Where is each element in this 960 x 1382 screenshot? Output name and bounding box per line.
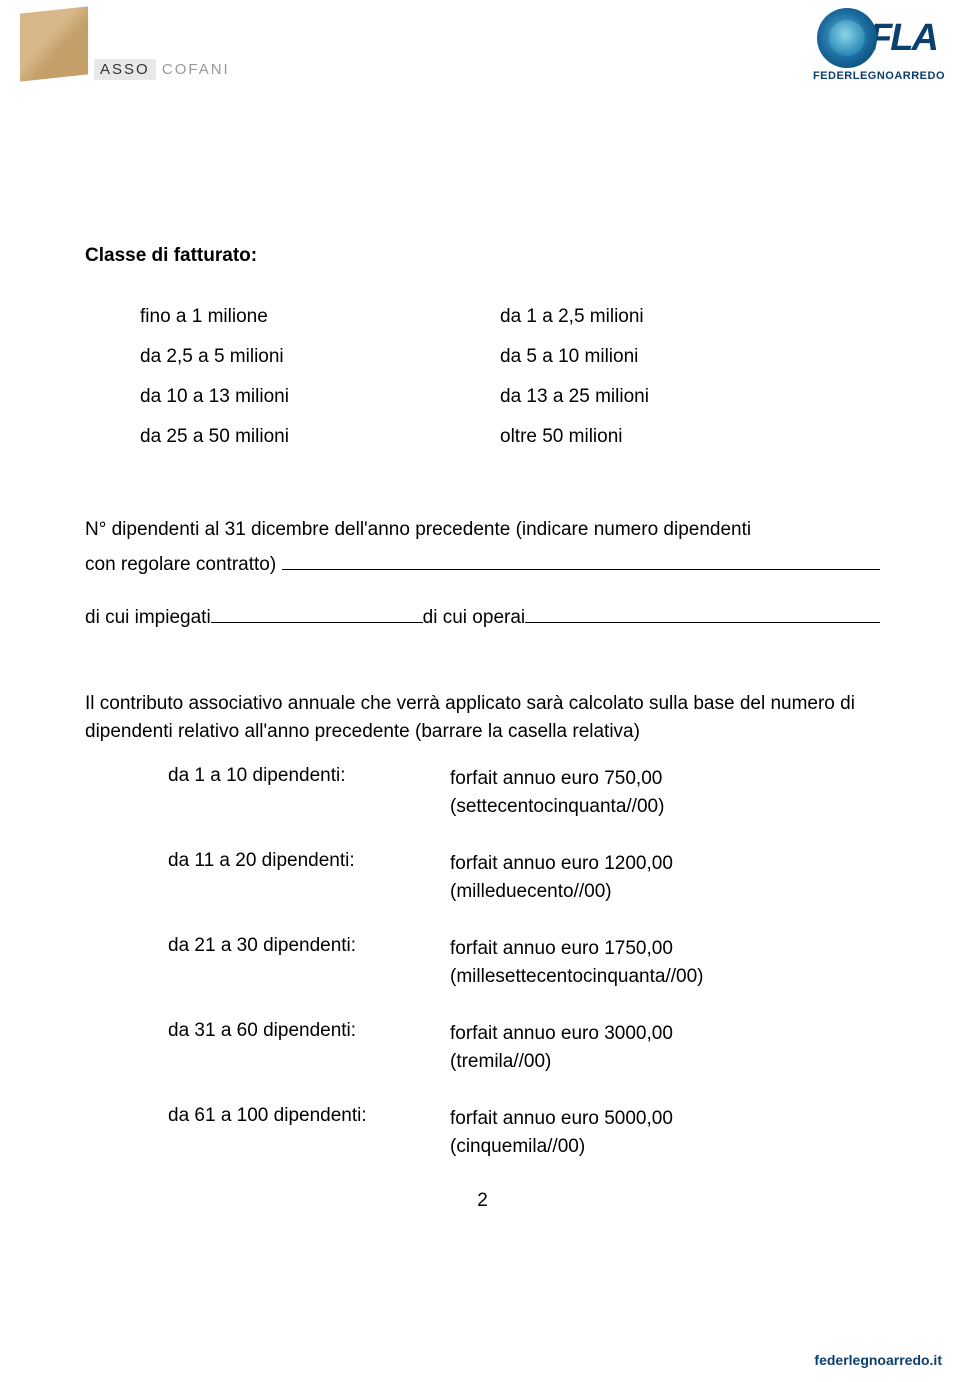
tier-option[interactable]: da 61 a 100 dipendenti: (140, 1105, 450, 1127)
tier-amount: forfait annuo euro 3000,00 (450, 1020, 880, 1049)
fatturato-label: da 1 a 2,5 milioni (500, 297, 720, 337)
tier-amount: forfait annuo euro 750,00 (450, 765, 880, 794)
section-title-fatturato: Classe di fatturato: (85, 245, 880, 267)
tier-range: da 31 a 60 dipendenti: (168, 1020, 356, 1042)
tier-range: da 1 a 10 dipendenti: (168, 765, 346, 787)
impiegati-input[interactable] (211, 602, 423, 623)
operai-label: di cui operai (423, 600, 525, 635)
tier-amount-block: forfait annuo euro 1200,00 (milleduecent… (450, 850, 880, 907)
tier-amount-words: (milleduecento//00) (450, 878, 880, 907)
fatturato-label: da 5 a 10 milioni (500, 337, 720, 377)
tiers-list: da 1 a 10 dipendenti: forfait annuo euro… (140, 765, 880, 1162)
logo-left-part2: COFANI (156, 61, 230, 78)
dipendenti-line1b-row: con regolare contratto) (85, 547, 880, 582)
fatturato-label: oltre 50 milioni (500, 417, 720, 457)
tier-amount: forfait annuo euro 5000,00 (450, 1105, 880, 1134)
dipendenti-total-input[interactable] (282, 549, 880, 570)
fatturato-row: da 10 a 13 milioni da 13 a 25 milioni (140, 377, 880, 417)
fatturato-row: fino a 1 milione da 1 a 2,5 milioni (140, 297, 880, 337)
logo-left-text: ASSO COFANI (94, 61, 230, 78)
logo-right-circle-icon (817, 8, 877, 68)
tier-range: da 11 a 20 dipendenti: (168, 850, 355, 872)
contributo-intro: Il contributo associativo annuale che ve… (85, 690, 880, 747)
fatturato-option[interactable]: da 1 a 2,5 milioni (500, 297, 860, 337)
fatturato-option[interactable]: da 5 a 10 milioni (500, 337, 860, 377)
logo-left: ASSO COFANI (20, 10, 230, 78)
fatturato-row: da 25 a 50 milioni oltre 50 milioni (140, 417, 880, 457)
tier-amount-words: (millesettecentocinquanta//00) (450, 963, 880, 992)
tier-amount-block: forfait annuo euro 5000,00 (cinquemila//… (450, 1105, 880, 1162)
tier-option[interactable]: da 31 a 60 dipendenti: (140, 1020, 450, 1042)
tier-row: da 21 a 30 dipendenti: forfait annuo eur… (140, 935, 880, 992)
footer-url: federlegnoarredo.it (814, 1352, 942, 1368)
tier-option[interactable]: da 21 a 30 dipendenti: (140, 935, 450, 957)
impiegati-label: di cui impiegati (85, 600, 211, 635)
tier-range: da 61 a 100 dipendenti: (168, 1105, 367, 1127)
logo-left-mark (20, 6, 88, 81)
fatturato-option[interactable]: da 13 a 25 milioni (500, 377, 860, 417)
fatturato-row: da 2,5 a 5 milioni da 5 a 10 milioni (140, 337, 880, 377)
fatturato-label: da 25 a 50 milioni (140, 417, 360, 457)
fatturato-label: fino a 1 milione (140, 297, 360, 337)
fatturato-label: da 2,5 a 5 milioni (140, 337, 360, 377)
page-number: 2 (85, 1190, 880, 1212)
tier-amount-block: forfait annuo euro 3000,00 (tremila//00) (450, 1020, 880, 1077)
tier-amount-words: (tremila//00) (450, 1048, 880, 1077)
tier-amount-block: forfait annuo euro 1750,00 (millesettece… (450, 935, 880, 992)
fatturato-option[interactable]: da 25 a 50 milioni (140, 417, 500, 457)
tier-row: da 11 a 20 dipendenti: forfait annuo eur… (140, 850, 880, 907)
dipendenti-line1b: con regolare contratto) (85, 547, 276, 582)
operai-input[interactable] (525, 602, 880, 623)
fatturato-option[interactable]: da 10 a 13 milioni (140, 377, 500, 417)
fatturato-label: da 10 a 13 milioni (140, 377, 360, 417)
page-header: ASSO COFANI FLA FEDERLEGNOARREDO (0, 0, 960, 100)
tier-range: da 21 a 30 dipendenti: (168, 935, 356, 957)
tier-row: da 31 a 60 dipendenti: forfait annuo eur… (140, 1020, 880, 1077)
tier-amount: forfait annuo euro 1200,00 (450, 850, 880, 879)
tier-row: da 1 a 10 dipendenti: forfait annuo euro… (140, 765, 880, 822)
tier-option[interactable]: da 1 a 10 dipendenti: (140, 765, 450, 787)
fatturato-option[interactable]: oltre 50 milioni (500, 417, 860, 457)
dipendenti-line1a: N° dipendenti al 31 dicembre dell'anno p… (85, 512, 880, 547)
logo-right-mark: FLA (813, 8, 945, 68)
tier-amount: forfait annuo euro 1750,00 (450, 935, 880, 964)
dipendenti-block: N° dipendenti al 31 dicembre dell'anno p… (85, 512, 880, 635)
logo-right: FLA FEDERLEGNOARREDO (813, 8, 945, 82)
tier-row: da 61 a 100 dipendenti: forfait annuo eu… (140, 1105, 880, 1162)
fatturato-option[interactable]: fino a 1 milione (140, 297, 500, 337)
fatturato-grid: fino a 1 milione da 1 a 2,5 milioni da 2… (140, 297, 880, 457)
logo-right-subtitle: FEDERLEGNOARREDO (813, 70, 945, 82)
dipendenti-breakdown-row: di cui impiegati di cui operai (85, 600, 880, 635)
tier-amount-block: forfait annuo euro 750,00 (settecentocin… (450, 765, 880, 822)
tier-amount-words: (cinquemila//00) (450, 1133, 880, 1162)
tier-amount-words: (settecentocinquanta//00) (450, 793, 880, 822)
page-content: Classe di fatturato: fino a 1 milione da… (0, 245, 960, 1212)
tier-option[interactable]: da 11 a 20 dipendenti: (140, 850, 450, 872)
logo-left-part1: ASSO (94, 59, 156, 80)
fatturato-option[interactable]: da 2,5 a 5 milioni (140, 337, 500, 377)
fatturato-label: da 13 a 25 milioni (500, 377, 720, 417)
